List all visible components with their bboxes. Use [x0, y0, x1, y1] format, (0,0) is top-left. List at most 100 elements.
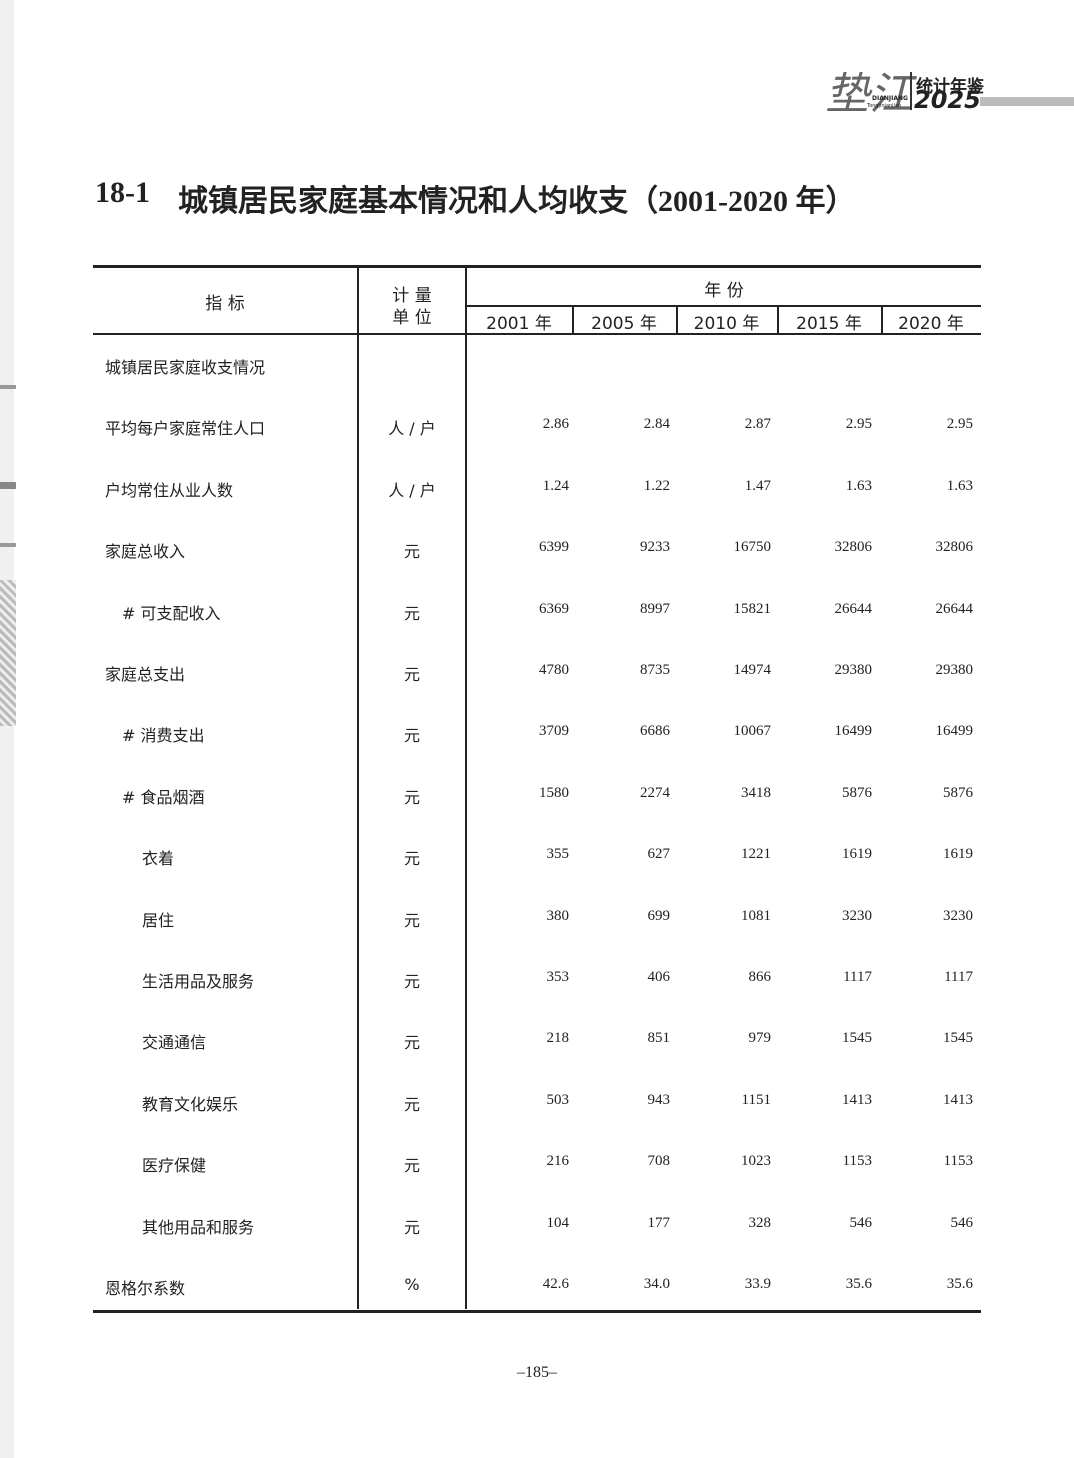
header-year: 2010 年: [693, 314, 760, 334]
row-label: 生活用品及服务: [142, 972, 255, 991]
cell-value: 1023: [741, 1153, 771, 1170]
edge-mark: [0, 482, 16, 489]
cell-value: 708: [647, 1153, 671, 1170]
book-title: 统计年鉴: [916, 77, 984, 97]
cell-value: 2274: [640, 784, 670, 801]
row-unit: 元: [403, 849, 420, 869]
cell-value: 35.6: [845, 1276, 872, 1292]
cell-value: 3230: [842, 907, 872, 924]
page-edge: [0, 0, 14, 1458]
cell-value: 4780: [539, 662, 569, 678]
table-top-rule: [93, 265, 981, 268]
row-unit: 元: [403, 665, 420, 684]
cell-value: 866: [748, 969, 772, 985]
cell-value: 33.9: [744, 1276, 771, 1292]
header-year: 2020 年: [898, 314, 964, 334]
row-unit: 元: [403, 1094, 420, 1114]
row-unit: 元: [403, 972, 420, 991]
row-label: 衣着: [142, 849, 175, 869]
cell-value: 16499: [834, 723, 873, 740]
year-group-rule: [466, 305, 981, 307]
row-unit: 元: [403, 1033, 420, 1053]
row-unit: 元: [403, 603, 420, 623]
cell-value: 1.22: [643, 477, 670, 494]
cell-value: 2.86: [542, 416, 569, 433]
cell-value: 1117: [843, 969, 872, 985]
cell-value: 851: [647, 1030, 671, 1047]
row-label: 户均常住从业人数: [105, 480, 234, 500]
cell-value: 2.95: [845, 416, 872, 433]
book-pinyin: Tongjinianjian: [867, 103, 902, 109]
row-unit: %: [404, 1275, 420, 1294]
cell-value: 9233: [640, 539, 670, 556]
cell-value: 6399: [539, 539, 569, 556]
row-label: 交通通信: [142, 1033, 207, 1053]
row-label: 教育文化娱乐: [142, 1094, 239, 1114]
row-label: 恩格尔系数: [105, 1279, 186, 1298]
cell-value: 1117: [944, 969, 973, 985]
cell-value: 546: [950, 1214, 974, 1231]
cell-value: 328: [748, 1214, 772, 1231]
cell-value: 3709: [539, 723, 569, 740]
cell-value: 15821: [733, 600, 772, 617]
page-number: –185–: [517, 1364, 557, 1381]
cell-value: 177: [647, 1214, 671, 1231]
cell-value: 546: [849, 1214, 873, 1231]
cell-value: 5876: [842, 784, 872, 801]
cell-value: 216: [546, 1153, 570, 1170]
row-label: 其他用品和服务: [142, 1217, 255, 1237]
cell-value: 3418: [741, 784, 771, 801]
header-year: 2005 年: [591, 314, 657, 334]
row-unit: 人 / 户: [388, 480, 436, 500]
edge-pattern: [0, 580, 16, 726]
cell-value: 42.6: [542, 1276, 569, 1292]
row-label: 居住: [142, 910, 175, 930]
header-indicator: 指 标: [205, 294, 245, 314]
cell-value: 1580: [539, 784, 569, 801]
cell-value: 104: [546, 1214, 570, 1231]
cell-value: 1221: [741, 846, 771, 863]
row-label: # 可支配收入: [122, 603, 221, 623]
cell-value: 380: [546, 907, 570, 924]
year-divider: [777, 306, 779, 334]
header-bar: [980, 97, 1074, 106]
cell-value: 26644: [834, 600, 873, 617]
cell-value: 3230: [943, 907, 973, 924]
cell-value: 8735: [640, 662, 670, 678]
cell-value: 1.63: [946, 477, 973, 494]
table-bottom-rule: [93, 1310, 981, 1313]
cell-value: 355: [546, 846, 570, 863]
cell-value: 32806: [935, 539, 974, 556]
header-unit: 计 量: [392, 286, 432, 306]
header-unit: 单 位: [392, 308, 432, 328]
cell-value: 699: [647, 907, 671, 924]
row-label: 医疗保健: [142, 1156, 207, 1176]
cell-value: 29380: [834, 662, 873, 678]
cell-value: 1619: [842, 846, 872, 863]
cell-value: 32806: [834, 539, 873, 556]
year-divider: [572, 306, 574, 334]
row-unit: 元: [403, 787, 420, 807]
cell-value: 35.6: [946, 1276, 973, 1292]
year-divider: [676, 306, 678, 334]
cell-value: 943: [647, 1091, 671, 1108]
row-unit: 元: [403, 1156, 420, 1176]
header-year: 2015 年: [796, 314, 862, 334]
cell-value: 6686: [640, 723, 670, 740]
cell-value: 1619: [943, 846, 973, 863]
logo-pinyin: DIANJIANG: [872, 95, 908, 102]
cell-value: 1153: [943, 1153, 973, 1170]
edge-mark: [0, 543, 16, 547]
header-rule: [93, 333, 981, 335]
cell-value: 1413: [842, 1091, 872, 1108]
row-label: 城镇居民家庭收支情况: [105, 358, 266, 377]
cell-value: 1545: [842, 1030, 872, 1047]
cell-value: 16750: [733, 539, 772, 556]
cell-value: 8997: [640, 600, 670, 617]
row-label: 家庭总支出: [105, 665, 186, 684]
cell-value: 2.95: [946, 416, 973, 433]
row-unit: 人 / 户: [388, 419, 436, 439]
cell-value: 627: [647, 846, 671, 863]
row-label: 平均每户家庭常住人口: [105, 419, 266, 439]
